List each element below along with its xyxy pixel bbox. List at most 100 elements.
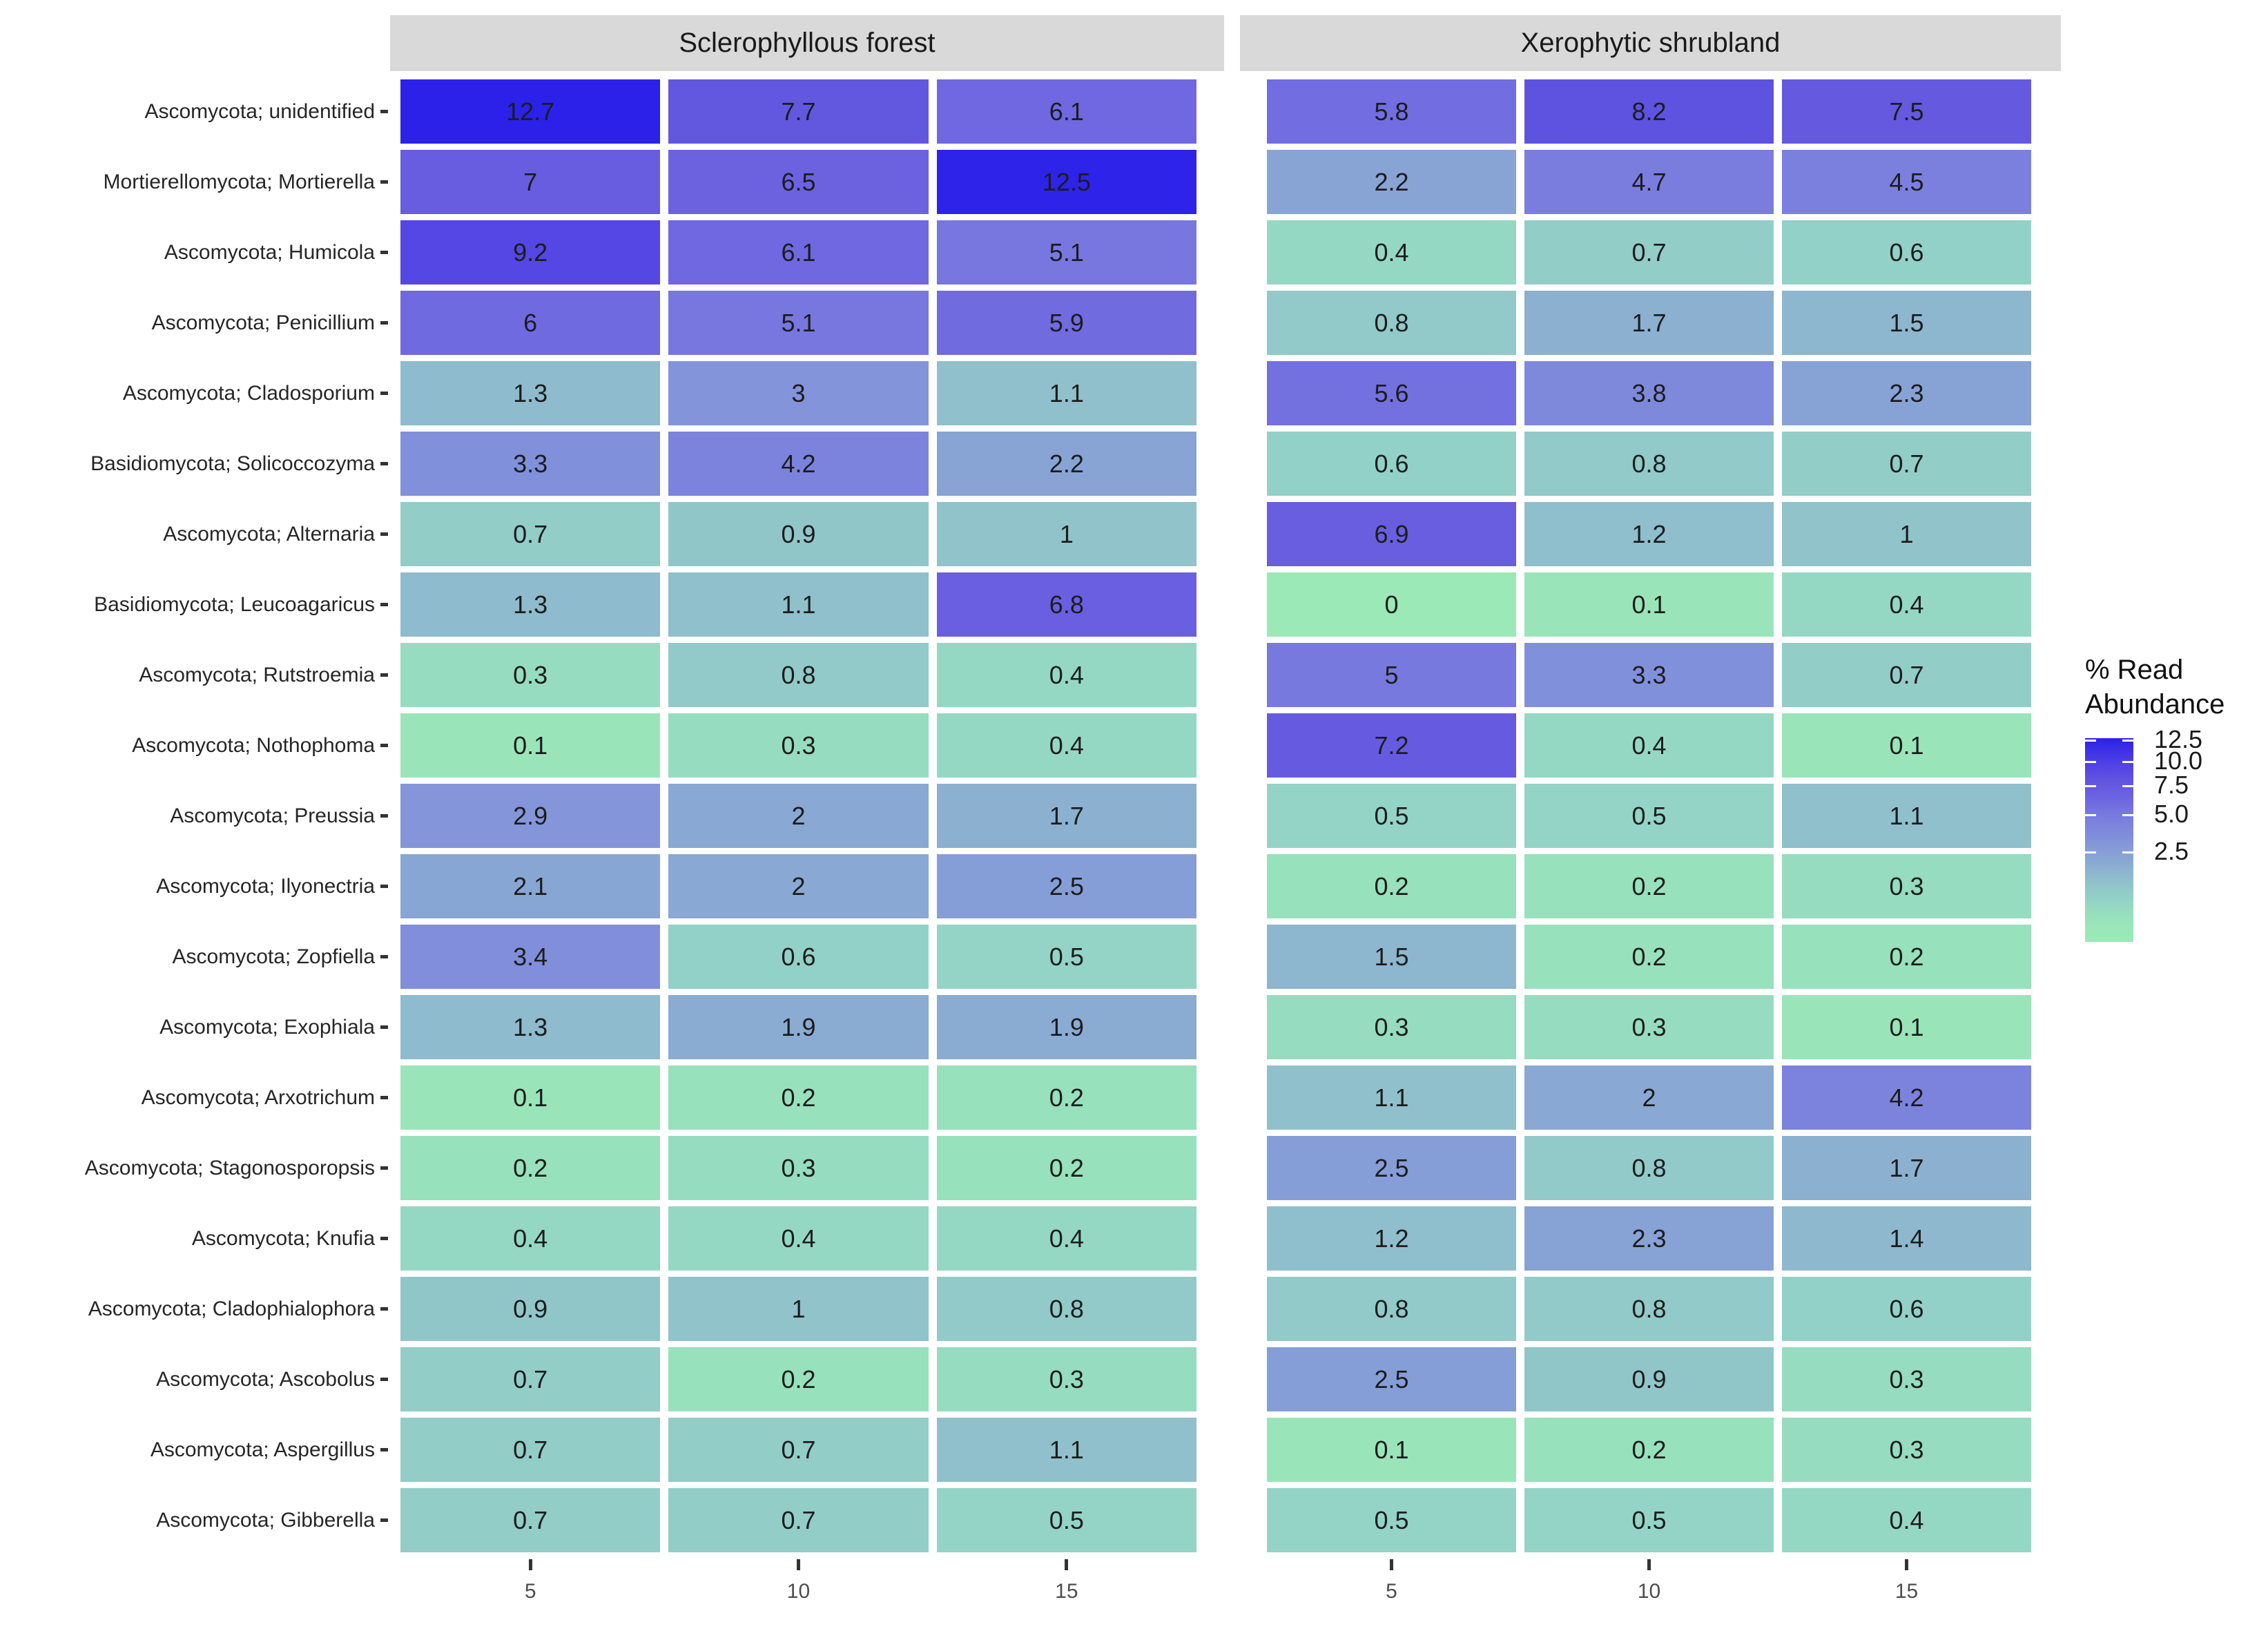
x-tick-mark [1647,1559,1651,1570]
row-label-text: Ascomycota; Cladophialophora [88,1297,375,1320]
heatmap-cell: 2.1 [400,854,661,918]
heatmap-cell: 12.7 [400,79,661,144]
row-label-text: Ascomycota; Humicola [164,240,375,264]
heatmap-cell: 6.8 [936,572,1196,637]
y-tick-mark [380,1237,388,1240]
row-label-text: Ascomycota; Gibberella [156,1508,375,1532]
x-tick-label: 10 [1637,1580,1661,1603]
legend-tick-label: 7.5 [2154,771,2189,800]
x-tick-mark [796,1559,800,1570]
heatmap-cell: 0.4 [936,1206,1196,1271]
heatmap-cell: 4.2 [668,432,929,496]
heatmap-cell: 0.3 [1524,995,1774,1059]
heatmap-cell: 0.4 [1782,1488,2031,1552]
heatmap-cell: 0.1 [400,713,661,778]
heatmap-cell: 0.3 [668,713,929,778]
row-label: Ascomycota; Gibberella [0,1488,388,1552]
legend-colorbar: 12.5 10.0 7.5 5.0 2.5 [2085,725,2202,942]
y-tick-mark [380,814,388,818]
heatmap-cell: 2 [668,784,929,848]
heatmap-cell: 0.2 [1782,925,2031,989]
heatmap-cell: 0.2 [400,1136,661,1200]
row-label-text: Ascomycota; Alternaria [163,522,375,546]
heatmap-cell: 4.7 [1524,150,1774,214]
heatmap-cell: 3.3 [400,432,661,496]
legend-tick-mark [2085,851,2096,854]
heatmap-cell: 0.6 [1267,432,1516,496]
heatmap-cell: 0.4 [400,1206,661,1271]
legend-tick-mark [2122,761,2133,764]
legend-tick-mark [2122,813,2133,816]
heatmap-cell: 5.9 [936,291,1196,355]
heatmap-cell: 1.9 [936,995,1196,1059]
row-label-text: Ascomycota; Preussia [170,804,375,827]
heatmap-cell: 0.8 [1524,1136,1774,1200]
heatmap-cell: 1.3 [400,572,661,637]
row-label: Ascomycota; Humicola [0,220,388,284]
row-label: Ascomycota; Exophiala [0,995,388,1059]
heatmap-cell: 0.7 [1524,220,1774,284]
x-tick: 5 [400,1559,660,1635]
row-label: Ascomycota; Preussia [0,784,388,848]
y-tick-mark [380,603,388,606]
row-label: Ascomycota; Aspergillus [0,1418,388,1482]
y-tick-mark [380,1025,388,1029]
heatmap-cell: 8.2 [1524,79,1774,144]
heatmap-cell: 7.2 [1267,713,1516,778]
heatmap-cell: 0.5 [936,925,1196,989]
row-label: Ascomycota; Zopfiella [0,925,388,989]
heatmap-cell: 0.4 [1782,572,2031,637]
row-label: Ascomycota; Penicillium [0,291,388,355]
x-tick-mark [528,1559,532,1570]
legend-title-line1: % Read [2085,655,2184,685]
heatmap-cell: 0.8 [1267,291,1516,355]
heatmap-cell: 0.3 [1782,1347,2031,1411]
row-label: Ascomycota; Nothophoma [0,713,388,778]
heatmap-cell: 3.4 [400,925,661,989]
y-tick-mark [380,1378,388,1381]
heatmap-cell: 0.1 [1524,572,1774,637]
heatmap-cell: 0.7 [668,1418,929,1482]
heatmap-cell: 0.4 [936,713,1196,778]
legend-tick-mark [2085,740,2096,742]
heatmap-cell: 0.5 [936,1488,1196,1552]
heatmap-cell: 1.3 [400,995,661,1059]
heatmap-cell: 6.9 [1267,502,1516,566]
y-tick-mark [380,744,388,747]
heatmap-cell: 0.4 [936,643,1196,707]
heatmap-cell: 3.8 [1524,361,1774,425]
x-tick-mark [1065,1559,1069,1570]
legend-gradient-bar [2085,738,2133,942]
facet-xerophytic-heatmap-grid: 5.8 8.2 7.5 2.2 4.7 4.5 0.4 0.7 0.6 0.8 1.7 1.5 5.6 3… [1267,79,2031,1552]
heatmap-cell: 9.2 [400,220,661,284]
heatmap-cell: 0.4 [1267,220,1516,284]
row-label-text: Ascomycota; unidentified [144,99,375,123]
heatmap-cell: 0.7 [668,1488,929,1552]
row-label-text: Ascomycota; Aspergillus [150,1438,375,1461]
y-tick-mark [380,1096,388,1099]
heatmap-cell: 5.6 [1267,361,1516,425]
heatmap-cell: 0.7 [400,1488,661,1552]
legend-tick-label: 10.0 [2154,746,2203,775]
heatmap-cell: 0.2 [936,1065,1196,1130]
heatmap-cell: 0.7 [1782,643,2031,707]
heatmap-cell: 0.8 [1524,1277,1774,1341]
row-label: Ascomycota; Ascobolus [0,1347,388,1411]
heatmap-cell: 1.2 [1267,1206,1516,1271]
heatmap-cell: 1.7 [1524,291,1774,355]
row-label-text: Ascomycota; Knufia [191,1226,375,1250]
heatmap-cell: 0.8 [936,1277,1196,1341]
heatmap-cell: 0.3 [1267,995,1516,1059]
x-tick-label: 5 [524,1580,536,1603]
y-tick-mark [380,462,388,465]
y-tick-mark [380,321,388,325]
x-tick: 10 [1524,1559,1774,1635]
heatmap-cell: 6.1 [668,220,929,284]
heatmap-cell: 7.7 [668,79,929,144]
y-axis-taxon-labels: Ascomycota; unidentified Mortierellomycot… [0,79,388,1552]
heatmap-cell: 0.7 [1782,432,2031,496]
heatmap-cell: 0.7 [400,502,661,566]
row-label-text: Ascomycota; Ilyonectria [156,874,375,898]
y-tick-mark [380,673,388,677]
heatmap-cell: 0.5 [1524,1488,1774,1552]
